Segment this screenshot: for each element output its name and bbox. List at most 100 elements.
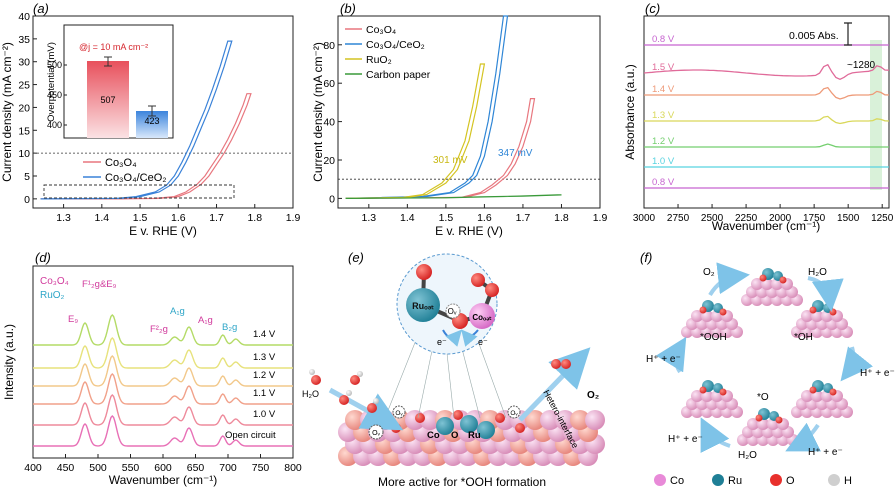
label-e: e⁻ <box>478 337 488 347</box>
label-e: e⁻ <box>437 337 447 347</box>
x-tick-label: 800 <box>284 462 302 474</box>
curve-label: 1.2 V <box>253 370 276 381</box>
series-line <box>345 63 486 199</box>
o-atom <box>829 388 837 396</box>
panel-d-letter: (d) <box>35 250 51 265</box>
slab-atom <box>691 310 703 322</box>
x-tick-label: 1.5 <box>439 212 454 224</box>
panel-b-ylabel: Current density (mA cm⁻²) <box>311 42 325 182</box>
o-atom <box>719 388 727 396</box>
inset-bar-label: 507 <box>100 95 115 105</box>
x-tick-label: 1.4 <box>400 212 415 224</box>
panel-a-frame <box>32 15 294 209</box>
series-label: 1.5 V <box>652 62 675 73</box>
series-line <box>40 40 233 200</box>
vacancy <box>445 303 461 319</box>
legend-swatch <box>828 474 840 486</box>
inset-ytick: 450 <box>47 90 62 100</box>
o-atom <box>391 423 401 433</box>
legend-label-co3o4: Co₃O₄ <box>105 157 137 169</box>
o-atom <box>755 414 763 422</box>
x-tick-label: 650 <box>187 462 205 474</box>
slab-atom <box>801 310 813 322</box>
x-tick-label: 1.9 <box>286 212 301 224</box>
series-label: 1.0 V <box>652 156 675 167</box>
x-tick-label: 1.8 <box>554 212 569 224</box>
step-label: O₂ <box>703 267 715 278</box>
legend-ruo2: RuO₂ <box>40 290 65 301</box>
o-atom <box>809 386 817 394</box>
panel-b-frame <box>337 15 601 209</box>
panel-f: (f) O₂ H₂O H⁺ + e⁻ H⁺ + e⁻ H₂O H⁺ + e⁻ H… <box>640 250 895 487</box>
legend-swatch <box>770 474 782 486</box>
step-label: H⁺ + e⁻ <box>646 354 681 365</box>
slab-atom <box>540 410 560 430</box>
panel-c-axes: 3000 2750 2500 2250 2000 1750 1500 1250 <box>633 204 894 224</box>
series-label: 1.3 V <box>652 110 675 121</box>
step-label: H⁺ + e⁻ <box>668 434 703 445</box>
ru-atom <box>477 421 495 439</box>
series-label: 0.8 V <box>652 34 675 45</box>
o-atom <box>759 274 767 282</box>
x-tick-label: 2750 <box>667 213 690 224</box>
label-co: Co <box>427 430 440 441</box>
x-tick-label: 1.7 <box>209 212 224 224</box>
inset-ytick: 500 <box>47 60 62 70</box>
o-atom <box>779 276 787 284</box>
panel-b: (b) 1.3 1.4 1.5 1.6 1.7 1.8 1.9 0 20 40 60 80 Co₃O₄… <box>311 1 607 238</box>
step-label: H₂O <box>808 267 827 278</box>
inset-annotation: @j = 10 mA cm⁻² <box>79 42 148 52</box>
arrow-in <box>328 387 404 431</box>
label-h2o: H₂O <box>302 389 319 399</box>
panel-b-xlabel: E v. RHE (V) <box>435 224 503 238</box>
legend-label: O <box>786 475 795 487</box>
x-tick-label: 1.8 <box>247 212 262 224</box>
o-atom <box>471 273 485 287</box>
legend-label-co3o4-ceo2: Co₃O₄/CeO₂ <box>105 172 167 184</box>
panel-a-axes: 1.3 1.4 1.5 1.6 1.7 1.8 1.9 0 5 10 15 20 25 30 35 40 <box>18 11 300 224</box>
step-label: H₂O <box>738 450 757 461</box>
vacancy <box>368 424 384 440</box>
o-atom <box>485 283 499 297</box>
label-ov: Oᵥ <box>510 410 518 417</box>
panel-c-letter: (c) <box>645 1 660 16</box>
x-tick-label: 1.5 <box>133 212 148 224</box>
o-atom <box>416 264 432 280</box>
water-molecules <box>309 359 571 413</box>
peak-label: B₂g <box>222 322 237 333</box>
y-tick-label: 30 <box>18 57 30 69</box>
legend-label: Carbon paper <box>366 69 431 81</box>
series-label: 1.2 V <box>652 136 675 147</box>
series-line <box>33 354 293 387</box>
annotation-347mv: 347 mV <box>498 148 533 159</box>
curve-label: 1.4 V <box>253 329 276 340</box>
vacancy <box>392 405 406 419</box>
ru-atom <box>436 417 454 435</box>
scale-bar-label: 0.005 Abs. <box>789 30 839 42</box>
y-tick-label: 80 <box>323 40 335 52</box>
ru-atom <box>406 288 440 322</box>
slab-atom <box>525 410 545 430</box>
x-tick-label: 1.3 <box>56 212 71 224</box>
x-tick-label: 1.9 <box>593 212 608 224</box>
series-line <box>33 414 293 447</box>
x-tick-label: 500 <box>89 462 107 474</box>
panel-b-axes: 1.3 1.4 1.5 1.6 1.7 1.8 1.9 0 20 40 60 80 <box>323 40 607 224</box>
step-label: H⁺ + e⁻ <box>808 447 843 458</box>
y-tick-label: 60 <box>323 78 335 90</box>
y-tick-label: 5 <box>24 171 30 183</box>
y-tick-label: 20 <box>323 155 335 167</box>
curve-label: Open circuit <box>225 430 276 441</box>
slab-atom <box>751 278 763 290</box>
x-tick-label: 1.6 <box>477 212 492 224</box>
curve-label: 1.1 V <box>253 388 276 399</box>
inset-ytick: 400 <box>47 120 62 130</box>
panel-d: (d) 400 450 500 550 600 650 700 750 800 Co₃O₄ Ru… <box>2 250 302 487</box>
label-ru: Ru <box>468 430 481 441</box>
o-atom <box>719 308 727 316</box>
legend-label: Ru <box>728 475 742 487</box>
series-line <box>40 93 252 200</box>
x-tick-label: 2500 <box>701 213 724 224</box>
slab-atom <box>747 418 759 430</box>
series-line <box>33 336 293 369</box>
